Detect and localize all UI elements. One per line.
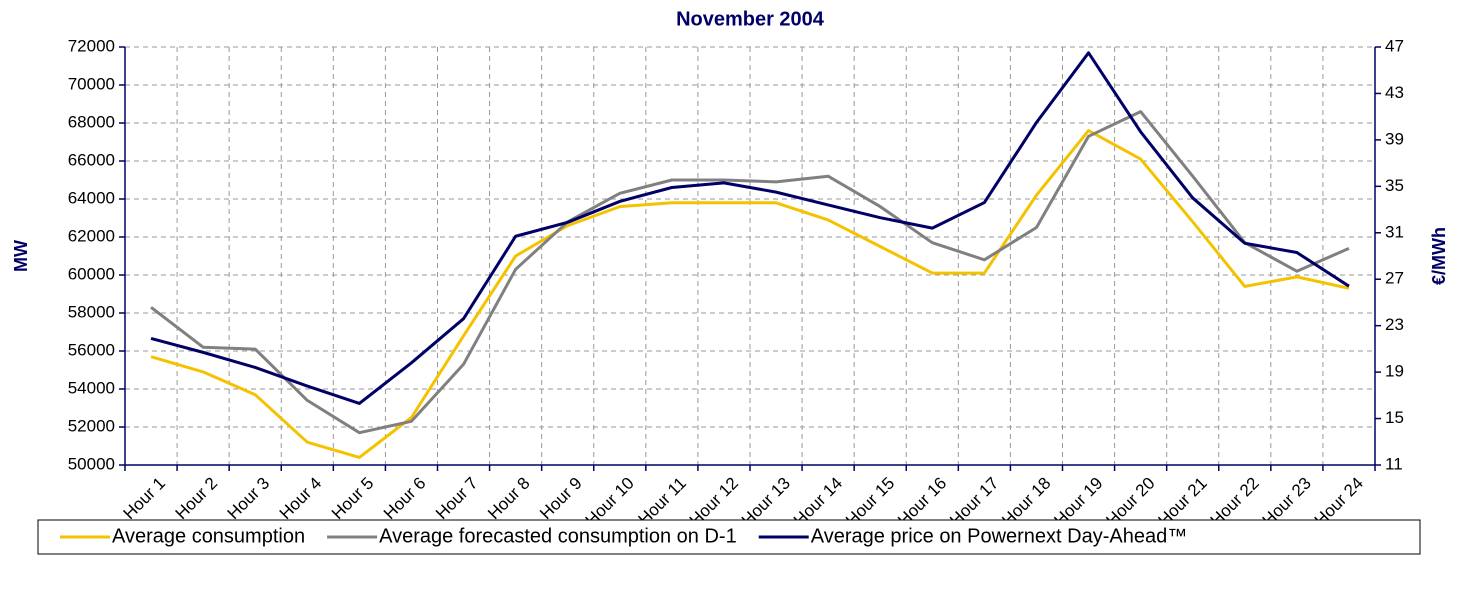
legend-box	[37, 519, 1421, 555]
y2-tick-label: 47	[1385, 36, 1404, 55]
y2-tick-label: 43	[1385, 83, 1404, 102]
x-tick-label: Hour 4	[276, 474, 326, 524]
y-tick-label: 56000	[68, 340, 115, 359]
y-tick-label: 66000	[68, 150, 115, 169]
x-tick-label: Hour 5	[328, 474, 378, 524]
series-line	[150, 129, 1350, 459]
y2-tick-label: 11	[1385, 454, 1403, 473]
y-tick-label: 70000	[68, 74, 115, 93]
y-tick-label: 52000	[68, 416, 115, 435]
x-tick-label: Hour 2	[172, 474, 222, 524]
y2-axis-label: €/MWh	[1429, 227, 1449, 285]
legend-label: Average consumption	[112, 525, 305, 547]
x-tick-label: Hour 9	[536, 474, 586, 524]
y-tick-label: 64000	[68, 188, 115, 207]
legend-label: Average forecasted consumption on D-1	[379, 525, 737, 547]
y2-tick-label: 15	[1385, 408, 1404, 427]
x-tick-label: Hour 6	[380, 474, 430, 524]
series-line	[150, 51, 1350, 405]
chart-title: November 2004	[676, 8, 825, 30]
y-axis-label: MW	[11, 240, 31, 272]
x-tick-label: Hour 3	[224, 474, 274, 524]
legend-label: Average price on Powernext Day-Ahead™	[811, 525, 1188, 547]
y-tick-label: 62000	[68, 226, 115, 245]
y-tick-label: 68000	[68, 112, 115, 131]
y2-tick-label: 35	[1385, 176, 1404, 195]
y2-tick-label: 39	[1385, 129, 1404, 148]
x-tick-label: Hour 8	[484, 474, 534, 524]
y2-tick-label: 23	[1385, 315, 1404, 334]
x-tick-label: Hour 1	[120, 474, 170, 524]
series-line	[150, 110, 1350, 435]
y-tick-label: 72000	[68, 36, 115, 55]
y-tick-label: 60000	[68, 264, 115, 283]
y-tick-label: 50000	[68, 454, 115, 473]
y-tick-label: 58000	[68, 302, 115, 321]
y2-tick-label: 31	[1385, 222, 1404, 241]
y2-tick-label: 19	[1385, 362, 1404, 381]
x-tick-label: Hour 7	[432, 474, 482, 524]
y2-tick-label: 27	[1385, 269, 1404, 288]
y-tick-label: 54000	[68, 378, 115, 397]
